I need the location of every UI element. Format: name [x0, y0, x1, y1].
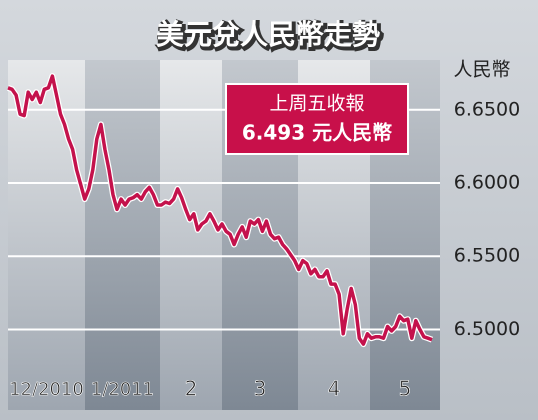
month-band	[160, 60, 222, 410]
chart-title: 美元兌人民幣走勢	[156, 18, 380, 51]
y-tick-label: 6.6000	[454, 172, 520, 194]
annotation-box	[225, 83, 409, 155]
x-tick-label: 3	[254, 377, 267, 401]
y-tick-label: 6.5000	[454, 318, 520, 340]
title-shadow: 美元兌人民幣走勢	[158, 20, 382, 53]
month-band	[8, 60, 85, 410]
annotation: 上周五收報 6.493 元人民幣	[225, 83, 409, 155]
y-tick-label: 6.5500	[454, 245, 520, 267]
x-tick-label: 12/2010	[9, 379, 84, 400]
x-tick-label: 4	[328, 377, 341, 401]
month-band	[85, 60, 160, 410]
x-tick-label: 5	[399, 377, 412, 401]
x-tick-label: 2	[185, 377, 198, 401]
annotation-line: 上周五收報	[269, 93, 364, 115]
x-tick-label: 1/2011	[91, 379, 154, 400]
y-axis-label: 人民幣	[453, 59, 510, 81]
y-tick-label: 6.6500	[454, 98, 520, 120]
line	[7, 74, 433, 346]
annotation-line: 6.493 元人民幣	[242, 121, 392, 145]
